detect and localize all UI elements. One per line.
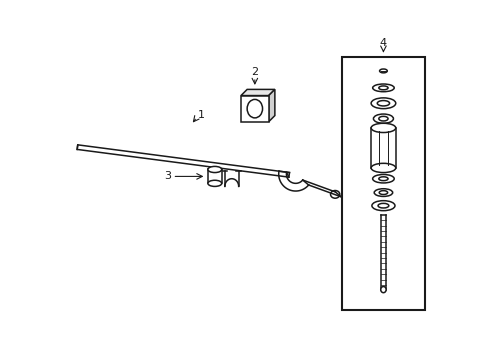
Ellipse shape xyxy=(371,201,394,211)
Ellipse shape xyxy=(373,114,393,123)
Ellipse shape xyxy=(378,177,387,181)
Polygon shape xyxy=(77,145,289,177)
Ellipse shape xyxy=(370,123,395,132)
Ellipse shape xyxy=(379,69,386,73)
Bar xyxy=(341,57,424,310)
Text: 3: 3 xyxy=(164,171,171,181)
Ellipse shape xyxy=(377,203,388,208)
Polygon shape xyxy=(268,89,274,122)
Ellipse shape xyxy=(373,189,392,197)
Bar xyxy=(241,95,268,122)
Text: 4: 4 xyxy=(379,38,386,48)
Ellipse shape xyxy=(207,180,221,186)
Ellipse shape xyxy=(207,166,221,172)
Text: 1: 1 xyxy=(197,110,204,120)
Polygon shape xyxy=(241,89,274,95)
Ellipse shape xyxy=(370,98,395,109)
Ellipse shape xyxy=(370,163,395,172)
Ellipse shape xyxy=(378,116,387,121)
Ellipse shape xyxy=(372,84,393,92)
Text: 2: 2 xyxy=(251,67,258,77)
Ellipse shape xyxy=(377,100,389,106)
Ellipse shape xyxy=(380,287,386,293)
Ellipse shape xyxy=(372,175,393,183)
Ellipse shape xyxy=(378,191,387,194)
Ellipse shape xyxy=(246,99,262,118)
Ellipse shape xyxy=(378,86,387,90)
